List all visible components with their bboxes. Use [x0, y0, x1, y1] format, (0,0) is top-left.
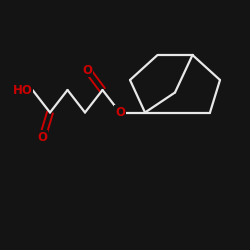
Text: O: O	[38, 131, 48, 144]
Text: HO: HO	[12, 84, 32, 96]
Text: O: O	[82, 64, 92, 76]
Text: O: O	[115, 106, 125, 119]
